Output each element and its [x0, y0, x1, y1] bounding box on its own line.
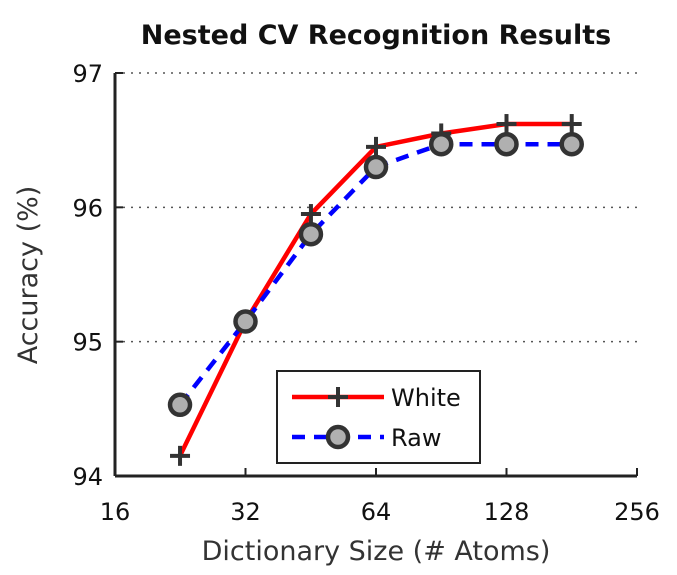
- chart-title: Nested CV Recognition Results: [141, 20, 611, 51]
- data-point-raw: [494, 131, 519, 157]
- data-point-white: [170, 445, 191, 466]
- x-tick-label: 64: [361, 498, 392, 526]
- legend-label-raw: Raw: [391, 424, 441, 452]
- data-point-raw: [559, 131, 584, 157]
- x-tick-label: 256: [614, 498, 660, 526]
- data-point-raw: [167, 392, 193, 418]
- legend-plus-marker: [328, 387, 348, 407]
- legend-box: [276, 370, 481, 464]
- y-ticks: 94 95 96 97: [72, 60, 123, 491]
- x-ticks: 16 32 64 128 256: [100, 468, 660, 526]
- data-point-raw: [428, 131, 454, 157]
- y-tick-label: 94: [72, 463, 103, 491]
- data-point-white: [366, 136, 386, 157]
- series-markers-raw: [167, 131, 584, 418]
- legend-circle-marker: [325, 424, 351, 450]
- data-point-white: [561, 114, 582, 135]
- x-axis-label: Dictionary Size (# Atoms): [202, 536, 551, 567]
- legend-label-white: White: [391, 384, 461, 412]
- y-axis-label: Accuracy (%): [13, 186, 44, 365]
- data-point-white: [300, 204, 321, 225]
- legend-entry-white: White: [292, 384, 461, 412]
- data-point-white: [496, 114, 517, 135]
- series-layer: [167, 114, 584, 466]
- series-line-raw: [178, 141, 572, 407]
- legend-marker-white: [328, 387, 348, 407]
- grid: [115, 72, 637, 343]
- y-tick-label: 95: [72, 329, 103, 357]
- data-point-raw: [233, 309, 258, 334]
- x-tick-label: 16: [100, 498, 131, 526]
- data-point-raw: [363, 154, 389, 180]
- data-point-raw: [298, 221, 324, 247]
- legend-entry-raw: Raw: [292, 424, 441, 452]
- legend-marker-raw: [325, 424, 351, 450]
- legend: White Raw: [276, 370, 481, 464]
- x-tick-label: 128: [484, 498, 530, 526]
- x-tick-label: 32: [230, 498, 261, 526]
- y-tick-label: 97: [72, 60, 103, 88]
- y-tick-label: 96: [72, 194, 103, 222]
- series-raw: [178, 141, 572, 407]
